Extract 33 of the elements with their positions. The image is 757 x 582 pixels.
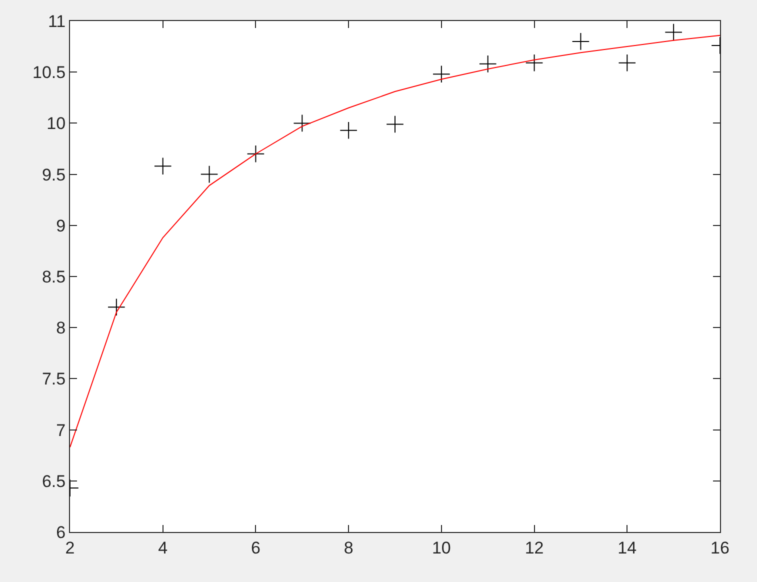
point <box>432 65 450 84</box>
x-tick-label: 6 <box>250 538 260 558</box>
y-tick-label: 8.5 <box>42 267 66 286</box>
point <box>154 157 172 176</box>
y-tick-label: 8 <box>56 318 66 338</box>
y-tick-label: 10 <box>46 114 66 134</box>
x-tick-label: 4 <box>158 538 168 558</box>
point <box>478 55 497 73</box>
y-tick-label: 6 <box>56 522 66 542</box>
x-tick-label: 8 <box>344 538 354 558</box>
y-tick-label: 9.5 <box>42 165 66 184</box>
point <box>525 54 544 72</box>
y-tick-label: 6.5 <box>42 472 66 491</box>
point <box>664 23 682 42</box>
point <box>293 114 312 132</box>
point <box>618 54 636 72</box>
point <box>386 115 404 134</box>
line-series <box>70 34 720 448</box>
y-tick-label: 7.5 <box>42 370 66 389</box>
y-tick-label: 7 <box>56 420 66 440</box>
x-tick-label: 14 <box>618 538 637 558</box>
point <box>340 121 358 140</box>
point <box>200 165 218 184</box>
y-tick-label: 10.5 <box>32 63 66 82</box>
point <box>572 32 590 50</box>
point <box>246 144 265 163</box>
x-tick-label: 12 <box>524 538 544 558</box>
y-tick-label: 11 <box>48 12 66 31</box>
x-tick-label: 2 <box>65 538 75 558</box>
point <box>108 298 126 316</box>
x-tick-label: 10 <box>432 538 451 558</box>
x-tick-label: 16 <box>710 538 730 558</box>
y-tick-label: 9 <box>56 216 66 236</box>
